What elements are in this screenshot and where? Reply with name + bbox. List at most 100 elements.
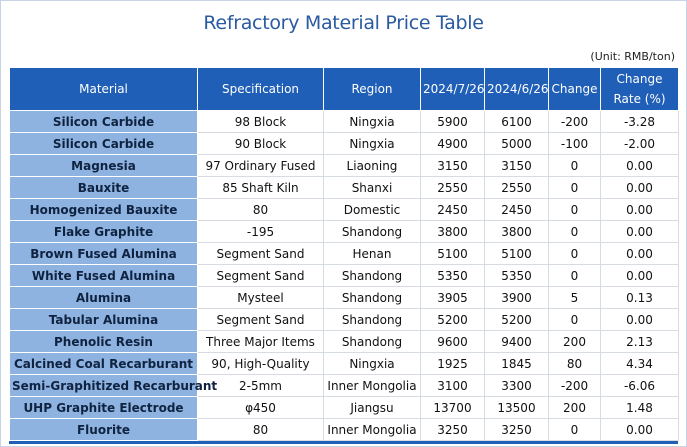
change-cell: 0 xyxy=(548,176,601,199)
change-cell: 200 xyxy=(548,396,601,419)
header-date-previous: 2024/6/26 xyxy=(484,67,549,111)
header-specification: Specification xyxy=(197,67,324,111)
change-cell: 0 xyxy=(548,308,601,331)
change-rate-cell: -6.06 xyxy=(600,374,679,397)
current-price-cell: 5350 xyxy=(420,264,485,287)
change-rate-cell: 0.00 xyxy=(600,242,679,265)
region-cell: Shanxi xyxy=(323,176,421,199)
change-cell: -100 xyxy=(548,132,601,155)
specification-cell: 97 Ordinary Fused xyxy=(197,154,324,177)
material-cell: Flake Graphite xyxy=(9,220,198,243)
change-rate-cell: 0.00 xyxy=(600,154,679,177)
material-cell: UHP Graphite Electrode xyxy=(9,396,198,419)
current-price-cell: 3150 xyxy=(420,154,485,177)
current-price-cell: 1925 xyxy=(420,352,485,375)
material-cell: White Fused Alumina xyxy=(9,264,198,287)
change-rate-cell: 0.13 xyxy=(600,286,679,309)
current-price-cell: 5200 xyxy=(420,308,485,331)
region-cell: Domestic xyxy=(323,198,421,221)
current-price-cell: 13700 xyxy=(420,396,485,419)
table-row: Alumina Mysteel Shandong 3905 3900 5 0.13 xyxy=(9,286,679,309)
change-cell: 80 xyxy=(548,352,601,375)
change-rate-cell: 2.13 xyxy=(600,330,679,353)
table-row: Magnesia 97 Ordinary Fused Liaoning 3150 315… xyxy=(9,154,679,177)
material-cell: Calcined Coal Recarburant xyxy=(9,352,198,375)
table-row: Bauxite 85 Shaft Kiln Shanxi 2550 2550 0 0.00 xyxy=(9,176,679,199)
table-row: Silicon Carbide 98 Block Ningxia 5900 6100 -2… xyxy=(9,110,679,133)
previous-price-cell: 2550 xyxy=(484,176,549,199)
current-price-cell: 2450 xyxy=(420,198,485,221)
unit-note: (Unit: RMB/ton) xyxy=(590,50,675,63)
change-cell: 5 xyxy=(548,286,601,309)
table-row: Tabular Alumina Segment Sand Shandong 5200 5… xyxy=(9,308,679,331)
material-cell: Semi-Graphitized Recarburant xyxy=(9,374,217,397)
previous-price-cell: 3800 xyxy=(484,220,549,243)
change-rate-cell: 4.34 xyxy=(600,352,679,375)
specification-cell: Segment Sand xyxy=(197,308,324,331)
change-cell: 0 xyxy=(548,264,601,287)
region-cell: Inner Mongolia xyxy=(323,374,421,397)
region-cell: Liaoning xyxy=(323,154,421,177)
change-cell: 0 xyxy=(548,242,601,265)
previous-price-cell: 5000 xyxy=(484,132,549,155)
specification-cell: φ450 xyxy=(197,396,324,419)
header-change-rate: Change Rate (%) xyxy=(600,67,679,111)
table-row: Semi-Graphitized Recarburant 2-5mm Inner M… xyxy=(9,374,679,397)
change-cell: 0 xyxy=(548,418,601,441)
previous-price-cell: 6100 xyxy=(484,110,549,133)
current-price-cell: 5100 xyxy=(420,242,485,265)
specification-cell: -195 xyxy=(197,220,324,243)
previous-price-cell: 9400 xyxy=(484,330,549,353)
change-rate-cell: 0.00 xyxy=(600,220,679,243)
material-cell: Silicon Carbide xyxy=(9,132,198,155)
header-region: Region xyxy=(323,67,421,111)
material-cell: Fluorite xyxy=(9,418,198,441)
region-cell: Shandong xyxy=(323,308,421,331)
current-price-cell: 2550 xyxy=(420,176,485,199)
region-cell: Shandong xyxy=(323,330,421,353)
table-row: Calcined Coal Recarburant 90, High-Qualit… xyxy=(9,352,679,375)
change-rate-cell: -2.00 xyxy=(600,132,679,155)
current-price-cell: 3800 xyxy=(420,220,485,243)
region-cell: Ningxia xyxy=(323,352,421,375)
current-price-cell: 3905 xyxy=(420,286,485,309)
change-rate-cell: 0.00 xyxy=(600,198,679,221)
table-row: Silicon Carbide 90 Block Ningxia 4900 5000 -1… xyxy=(9,132,679,155)
material-cell: Magnesia xyxy=(9,154,198,177)
page-title: Refractory Material Price Table xyxy=(203,12,484,34)
table-row: Fluorite 80 Inner Mongolia 3250 3250 0 0.00 xyxy=(9,418,679,441)
region-cell: Ningxia xyxy=(323,110,421,133)
change-rate-cell: 0.00 xyxy=(600,308,679,331)
specification-cell: Mysteel xyxy=(197,286,324,309)
specification-cell: 80 xyxy=(197,418,324,441)
table-row: White Fused Alumina Segment Sand Shandong 5… xyxy=(9,264,679,287)
change-cell: 0 xyxy=(548,220,601,243)
specification-cell: 90, High-Quality xyxy=(197,352,324,375)
region-cell: Shandong xyxy=(323,264,421,287)
current-price-cell: 3100 xyxy=(420,374,485,397)
change-cell: -200 xyxy=(548,110,601,133)
region-cell: Henan xyxy=(323,242,421,265)
previous-price-cell: 3150 xyxy=(484,154,549,177)
region-cell: Inner Mongolia xyxy=(323,418,421,441)
change-cell: 0 xyxy=(548,154,601,177)
change-cell: 0 xyxy=(548,198,601,221)
specification-cell: 90 Block xyxy=(197,132,324,155)
region-cell: Shandong xyxy=(323,286,421,309)
header-date-current: 2024/7/26 xyxy=(420,67,485,111)
change-cell: -200 xyxy=(548,374,601,397)
header-material: Material xyxy=(9,67,198,111)
previous-price-cell: 5100 xyxy=(484,242,549,265)
change-cell: 200 xyxy=(548,330,601,353)
table-row: Flake Graphite -195 Shandong 3800 3800 0 0.00 xyxy=(9,220,679,243)
current-price-cell: 5900 xyxy=(420,110,485,133)
table-row: Homogenized Bauxite 80 Domestic 2450 2450 0 0.… xyxy=(9,198,679,221)
header-change: Change xyxy=(548,67,601,111)
previous-price-cell: 3900 xyxy=(484,286,549,309)
table-row: Brown Fused Alumina Segment Sand Henan 5100… xyxy=(9,242,679,265)
material-cell: Tabular Alumina xyxy=(9,308,198,331)
table-row: UHP Graphite Electrode φ450 Jiangsu 13700 13… xyxy=(9,396,679,419)
previous-price-cell: 3250 xyxy=(484,418,549,441)
region-cell: Ningxia xyxy=(323,132,421,155)
specification-cell: 80 xyxy=(197,198,324,221)
